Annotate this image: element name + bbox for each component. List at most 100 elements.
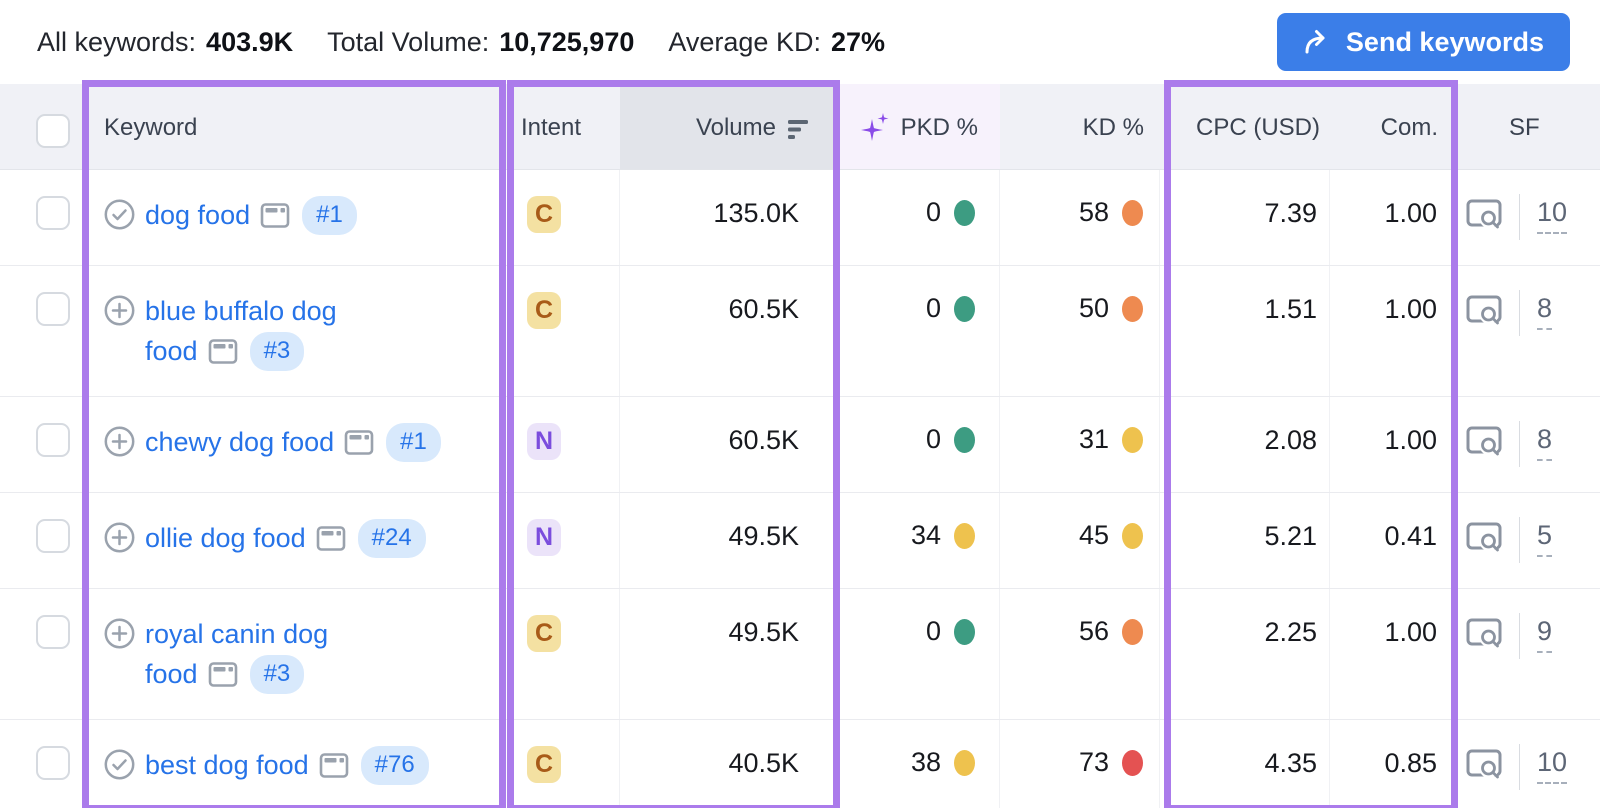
sf-value[interactable]: 9: [1537, 616, 1553, 653]
kd-value: 31: [1078, 424, 1109, 454]
keyword-cell: ollie dog food #24: [84, 493, 505, 588]
row-select-cell: [0, 397, 84, 492]
select-all-checkbox[interactable]: [36, 114, 70, 148]
keyword-link[interactable]: dog food: [145, 199, 251, 230]
keyword-link[interactable]: chewy dog food: [145, 426, 335, 457]
keyword-link[interactable]: blue buffalo dog: [145, 295, 337, 326]
kd-value: 58: [1078, 197, 1109, 227]
all-keywords-value: 403.9K: [206, 26, 294, 57]
pkd-dot: [954, 523, 975, 549]
serp-preview-icon[interactable]: [316, 525, 346, 552]
kd-cell: 31: [1000, 397, 1160, 492]
serp-preview-icon[interactable]: [208, 661, 238, 688]
column-header-kd[interactable]: KD %: [1082, 114, 1144, 141]
pkd-dot: [954, 296, 975, 322]
column-header-pkd[interactable]: PKD %: [838, 84, 1000, 169]
total-volume-value: 10,725,970: [499, 26, 635, 57]
pkd-header-label: PKD %: [900, 114, 978, 141]
sf-cell: 8: [1458, 397, 1600, 492]
pkd-value: 38: [910, 747, 941, 777]
kd-dot: [1122, 523, 1143, 549]
volume-cell: 60.5K: [620, 266, 838, 396]
keyword-add-icon[interactable]: [104, 426, 135, 457]
keyword-cell: dog food #1: [84, 170, 505, 265]
sf-value[interactable]: 8: [1537, 424, 1553, 461]
sf-value[interactable]: 8: [1537, 293, 1553, 330]
keyword-link[interactable]: ollie dog food: [145, 522, 306, 553]
serp-features-preview-icon[interactable]: [1466, 749, 1502, 782]
intent-badge[interactable]: N: [527, 519, 561, 556]
intent-badge[interactable]: C: [527, 615, 561, 652]
column-header-com[interactable]: Com.: [1380, 114, 1438, 141]
pkd-dot: [954, 750, 975, 776]
serp-preview-icon[interactable]: [208, 338, 238, 365]
serp-features-preview-icon[interactable]: [1466, 522, 1502, 555]
intent-cell: C: [505, 266, 620, 396]
volume-header-label: Volume: [695, 114, 776, 141]
pkd-cell: 34: [838, 493, 1000, 588]
rank-badge: #1: [386, 422, 441, 462]
keyword-add-icon[interactable]: [104, 618, 135, 649]
keyword-add-icon[interactable]: [104, 295, 135, 326]
intent-badge[interactable]: C: [527, 196, 561, 233]
com-value: 1.00: [1384, 425, 1437, 455]
pkd-value: 0: [925, 616, 941, 646]
row-checkbox[interactable]: [36, 615, 70, 649]
keyword-link[interactable]: best dog food: [145, 749, 309, 780]
kd-dot: [1122, 619, 1143, 645]
kd-dot: [1122, 427, 1143, 453]
intent-cell: C: [505, 589, 620, 719]
sf-value[interactable]: 10: [1537, 747, 1568, 784]
cpc-value: 4.35: [1264, 748, 1317, 778]
column-header-volume[interactable]: Volume: [620, 84, 838, 169]
table-row: blue buffalo dog food #3 C 60.5K 0 50: [0, 266, 1600, 397]
intent-badge[interactable]: N: [527, 423, 561, 460]
com-cell: 1.00: [1330, 266, 1458, 396]
keyword-cell: royal canin dog food #3: [84, 589, 505, 719]
intent-cell: C: [505, 170, 620, 265]
sf-divider: [1519, 517, 1520, 563]
cpc-cell: 1.51: [1160, 266, 1330, 396]
average-kd-stat: Average KD: 27%: [668, 27, 885, 58]
row-checkbox[interactable]: [36, 292, 70, 326]
column-header-cpc[interactable]: CPC (USD): [1196, 114, 1320, 141]
pkd-cell: 0: [838, 589, 1000, 719]
serp-preview-icon[interactable]: [319, 752, 349, 779]
kd-cell: 45: [1000, 493, 1160, 588]
keyword-add-icon[interactable]: [104, 522, 135, 553]
pkd-cell: 0: [838, 266, 1000, 396]
volume-value: 135.0K: [713, 198, 799, 228]
keyword-link[interactable]: food: [145, 335, 198, 366]
keyword-link[interactable]: royal canin dog: [145, 618, 329, 649]
row-checkbox[interactable]: [36, 519, 70, 553]
pkd-dot: [954, 200, 975, 226]
serp-preview-icon[interactable]: [260, 202, 290, 229]
send-keywords-button[interactable]: Send keywords: [1276, 13, 1570, 71]
serp-features-preview-icon[interactable]: [1466, 426, 1502, 459]
serp-features-preview-icon[interactable]: [1466, 618, 1502, 651]
keyword-text: dog food #1: [145, 195, 357, 235]
com-cell: 0.85: [1330, 720, 1458, 808]
row-checkbox[interactable]: [36, 196, 70, 230]
volume-value: 49.5K: [728, 521, 799, 551]
row-checkbox[interactable]: [36, 746, 70, 780]
column-header-keyword[interactable]: Keyword: [104, 114, 198, 141]
keyword-added-icon[interactable]: [104, 749, 135, 780]
column-header-intent[interactable]: Intent: [521, 114, 582, 141]
serp-features-preview-icon[interactable]: [1466, 199, 1502, 232]
intent-badge[interactable]: C: [527, 746, 561, 783]
column-header-sf: SF: [1509, 114, 1540, 141]
keyword-tail: #1: [250, 195, 357, 235]
table-row: dog food #1 C 135.0K 0 58 7.39: [0, 170, 1600, 266]
row-checkbox[interactable]: [36, 423, 70, 457]
keyword-link[interactable]: food: [145, 658, 198, 689]
sf-value[interactable]: 5: [1537, 520, 1553, 557]
row-select-cell: [0, 170, 84, 265]
sf-value[interactable]: 10: [1537, 197, 1568, 234]
serp-preview-icon[interactable]: [344, 429, 374, 456]
serp-features-preview-icon[interactable]: [1466, 295, 1502, 328]
keyword-added-icon[interactable]: [104, 199, 135, 230]
intent-cell: N: [505, 493, 620, 588]
intent-badge[interactable]: C: [527, 292, 561, 329]
